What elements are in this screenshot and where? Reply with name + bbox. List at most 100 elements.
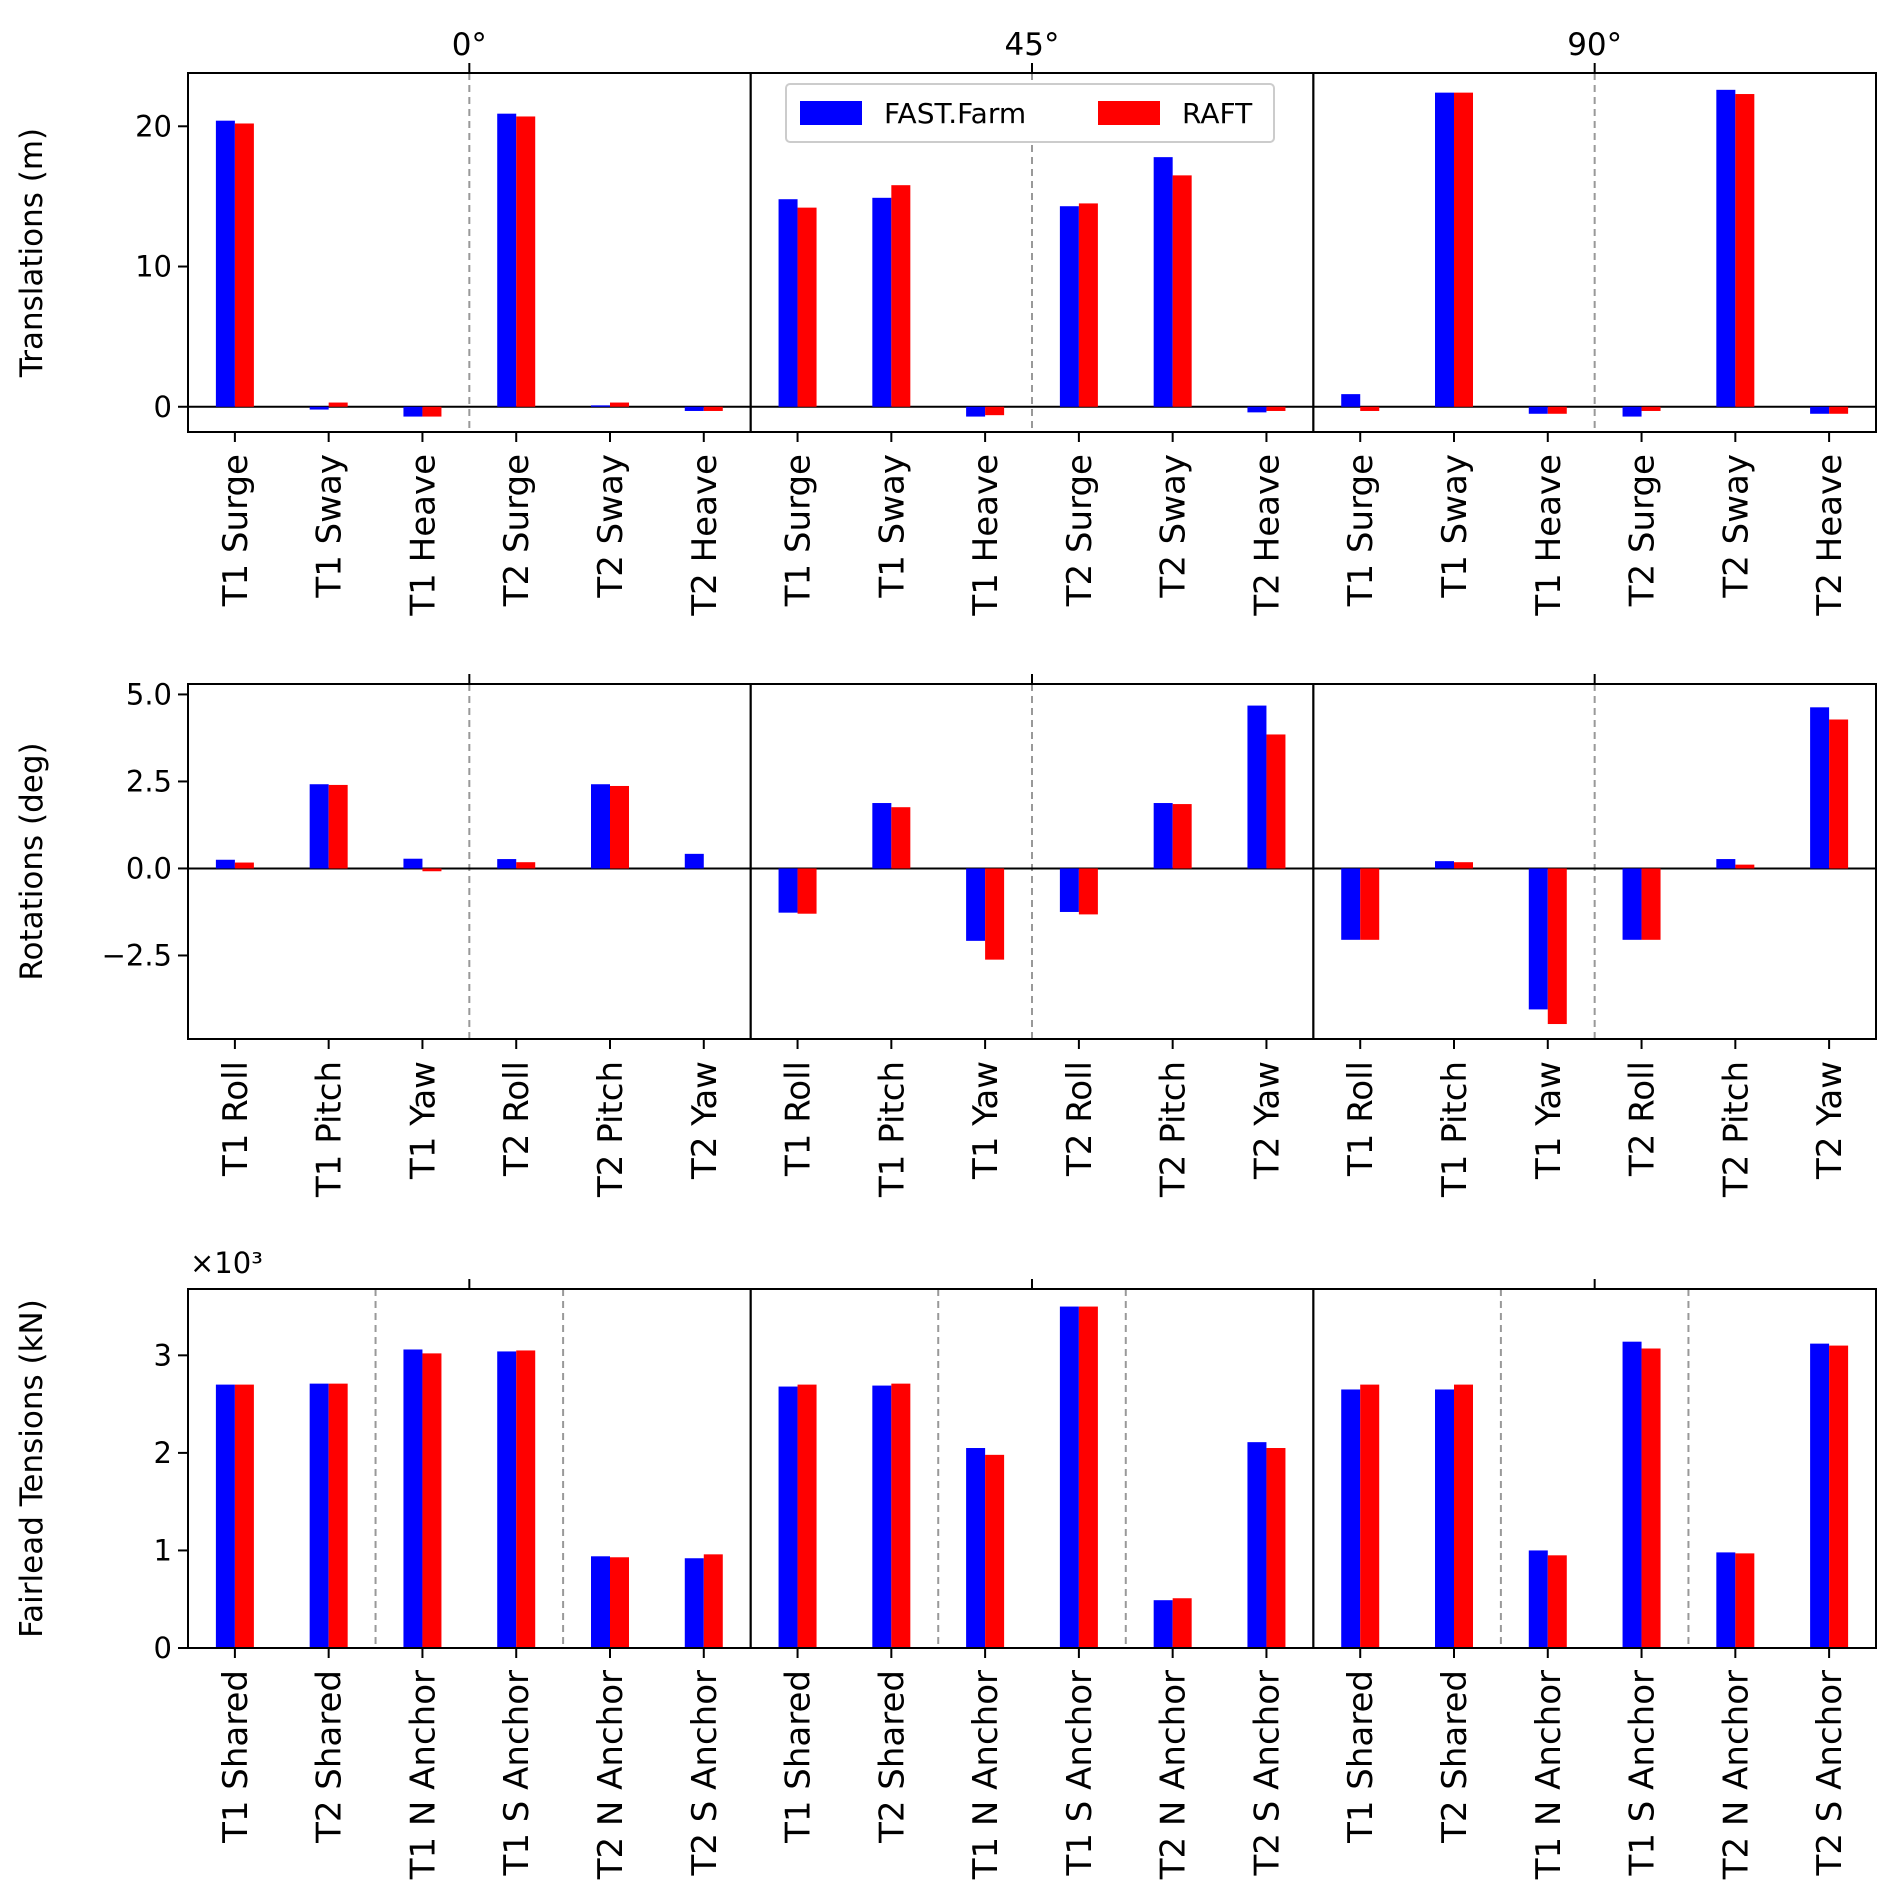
legend: FAST.Farm RAFT (785, 83, 1275, 143)
bar-fastfarm (872, 803, 892, 869)
bar-fastfarm (1341, 1389, 1361, 1648)
y-tick-label: 2 (154, 1436, 172, 1470)
category-label: T2 Surge (497, 454, 537, 607)
category-label: T1 Yaw (403, 1061, 443, 1180)
category-label: T1 Surge (779, 454, 819, 607)
category-label: T2 Heave (685, 454, 725, 617)
bar-raft (1547, 406, 1567, 414)
panel-translations-1: T1 Surge T1 Sway T1 Heave T2 Surge T2 Sway T2… (749, 27, 1315, 617)
bar-raft (1078, 203, 1098, 407)
bar-raft (1454, 1384, 1473, 1648)
category-label: T1 Roll (1341, 1061, 1381, 1177)
bar-fastfarm (403, 1349, 423, 1648)
legend-label-raft: RAFT (1182, 97, 1253, 130)
bar-raft (516, 862, 536, 869)
bar-fastfarm (966, 1448, 986, 1648)
bar-raft (234, 1384, 254, 1648)
panel-frame (1312, 683, 1878, 1040)
category-label: T1 Sway (872, 454, 912, 599)
y-tick-label: 1 (154, 1533, 172, 1567)
category-label: T1 Surge (216, 454, 256, 607)
bar-fastfarm (1435, 861, 1454, 869)
category-label: T2 Shared (872, 1670, 912, 1844)
bar-fastfarm (1622, 1341, 1642, 1648)
panel-frame (1312, 1288, 1878, 1649)
bar-raft (1735, 864, 1755, 869)
bar-fastfarm (309, 406, 329, 410)
bar-raft (516, 1350, 536, 1648)
bar-raft (1266, 734, 1286, 869)
y-tick-label: 20 (135, 109, 172, 143)
bar-raft (1078, 868, 1098, 915)
bar-fastfarm (403, 858, 423, 869)
bar-fastfarm (591, 784, 610, 869)
bar-raft (1172, 1598, 1192, 1648)
bar-raft (1547, 1555, 1567, 1648)
category-label: T2 Roll (1060, 1061, 1100, 1177)
category-label: T1 N Anchor (966, 1670, 1006, 1880)
chart-rotations: T1 Roll T1 Pitch T1 Yaw T2 Roll T2 Pitch T2 Y… (14, 674, 1878, 1198)
bar-fastfarm (778, 199, 798, 407)
bar-raft (328, 1383, 348, 1648)
bar-fastfarm (1059, 1306, 1079, 1648)
category-label: T2 Sway (1716, 454, 1756, 599)
bar-fastfarm (591, 405, 610, 407)
category-label: T1 Heave (966, 454, 1006, 617)
bar-raft (1829, 1345, 1849, 1648)
bar-raft (1266, 406, 1286, 411)
bar-raft (985, 406, 1005, 416)
bar-raft (1454, 92, 1473, 407)
y-tick-label: 10 (135, 250, 172, 284)
bar-raft (234, 123, 254, 407)
bar-raft (610, 1557, 629, 1648)
category-label: T1 Pitch (310, 1061, 350, 1198)
category-label: T1 Yaw (1529, 1061, 1569, 1180)
category-label: T2 N Anchor (1154, 1670, 1194, 1880)
bar-fastfarm (1153, 1600, 1173, 1648)
angle-label: 45° (1005, 27, 1060, 63)
bar-fastfarm (1153, 803, 1173, 869)
category-label: T2 Heave (1247, 454, 1287, 617)
bar-fastfarm (1153, 157, 1173, 407)
bar-fastfarm (1247, 705, 1267, 869)
bar-raft (797, 1384, 817, 1648)
bar-fastfarm (872, 197, 892, 407)
y-tick-label: 2.5 (126, 764, 172, 798)
bar-fastfarm (309, 1383, 329, 1648)
bar-fastfarm (1622, 406, 1642, 417)
category-label: T2 Shared (1435, 1670, 1475, 1844)
category-label: T2 Sway (1154, 454, 1194, 599)
category-label: T1 Heave (1529, 454, 1569, 617)
bar-raft (422, 1353, 442, 1648)
bar-fastfarm (215, 859, 235, 869)
panel-tensions-1: T1 Shared T2 Shared T1 N Anchor T1 S Anchor… (749, 1279, 1315, 1880)
y-tick-label: 5.0 (126, 677, 172, 711)
bar-raft (1078, 1306, 1098, 1648)
y-tick-label: 0.0 (126, 851, 172, 885)
bar-raft (1547, 868, 1567, 1025)
bar-fastfarm (1810, 406, 1830, 414)
bar-fastfarm (684, 406, 704, 411)
bar-fastfarm (778, 1386, 798, 1648)
category-label: T2 Yaw (685, 1061, 725, 1180)
category-label: T2 Yaw (1247, 1061, 1287, 1180)
bar-fastfarm (591, 1556, 610, 1648)
chart-tensions: T1 Shared T2 Shared T1 N Anchor T1 S Anchor… (14, 1246, 1878, 1880)
bar-raft (1641, 406, 1661, 411)
category-label: T1 S Anchor (497, 1670, 537, 1876)
y-axis-label: Translations (m) (14, 128, 50, 378)
y-tick-label: 0 (154, 1631, 172, 1665)
bar-fastfarm (1528, 1550, 1548, 1648)
bar-raft (985, 1454, 1005, 1648)
bar-raft (1266, 1448, 1286, 1648)
bar-raft (985, 868, 1005, 960)
bar-fastfarm (1716, 89, 1736, 407)
category-label: T2 S Anchor (685, 1670, 725, 1876)
bar-raft (703, 406, 723, 411)
bar-fastfarm (1528, 406, 1548, 414)
category-label: T2 Sway (591, 454, 631, 599)
category-label: T2 N Anchor (1716, 1670, 1756, 1880)
bar-fastfarm (778, 868, 798, 913)
